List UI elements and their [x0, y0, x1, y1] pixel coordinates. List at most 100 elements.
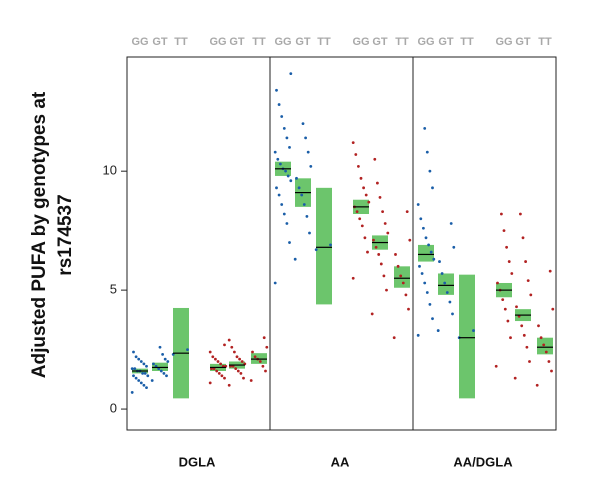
data-point — [273, 150, 277, 154]
data-point — [134, 355, 138, 359]
data-point — [289, 72, 293, 76]
data-point — [242, 376, 245, 380]
data-point — [162, 371, 166, 375]
data-point — [285, 136, 289, 140]
panel-label: AA — [331, 454, 350, 469]
data-point — [133, 367, 137, 371]
interval-box — [394, 266, 410, 288]
data-point — [139, 360, 143, 363]
genotype-label: GT — [229, 36, 245, 48]
data-point — [537, 324, 540, 328]
data-point — [295, 176, 298, 180]
data-point — [548, 269, 552, 273]
data-point — [432, 257, 436, 261]
data-point — [227, 338, 231, 342]
data-point — [382, 274, 386, 278]
data-point — [301, 122, 305, 126]
data-point — [152, 362, 155, 366]
genotype-label: TT — [317, 36, 331, 48]
data-point — [289, 179, 293, 183]
data-point — [285, 222, 289, 225]
data-point — [235, 355, 239, 359]
data-point — [279, 162, 282, 166]
data-point — [240, 360, 244, 363]
data-point — [216, 360, 220, 363]
data-point — [425, 150, 429, 154]
data-point — [440, 272, 444, 275]
data-point — [308, 231, 311, 235]
data-point — [273, 281, 277, 285]
data-point — [230, 345, 234, 349]
data-point — [500, 212, 503, 216]
data-point — [494, 364, 498, 368]
data-point — [505, 245, 508, 249]
data-point — [378, 195, 382, 199]
data-point — [522, 333, 526, 337]
data-point — [275, 88, 278, 92]
data-point — [358, 217, 362, 221]
data-point — [551, 307, 555, 311]
data-point — [282, 126, 286, 130]
plot-frame — [126, 56, 557, 431]
genotype-label: GT — [372, 36, 388, 48]
data-point — [234, 367, 238, 371]
data-point — [286, 174, 290, 178]
data-point — [416, 203, 420, 206]
data-point — [448, 300, 452, 304]
data-point — [251, 350, 254, 354]
data-point — [217, 371, 221, 375]
data-point — [529, 293, 533, 297]
genotype-label: GT — [438, 36, 454, 48]
data-point — [355, 210, 359, 214]
data-point — [145, 364, 148, 368]
genotype-label: GT — [152, 36, 168, 48]
data-point — [449, 222, 453, 225]
genotype-label: GT — [515, 36, 531, 48]
data-point — [394, 253, 397, 256]
data-point — [150, 379, 154, 382]
data-point — [297, 186, 301, 190]
interval-box — [438, 273, 454, 295]
data-point — [428, 302, 432, 306]
data-point — [293, 257, 297, 261]
data-point — [277, 103, 281, 106]
data-point — [407, 307, 410, 311]
data-point — [208, 381, 212, 385]
data-point — [526, 279, 530, 283]
data-point — [367, 200, 371, 204]
interval-box — [537, 337, 553, 355]
data-point — [386, 231, 390, 235]
data-point — [264, 369, 267, 373]
data-point — [282, 212, 286, 216]
data-point — [130, 391, 134, 394]
data-point — [305, 214, 309, 218]
data-point — [420, 272, 424, 275]
data-point — [309, 165, 313, 168]
data-point — [288, 241, 291, 244]
data-point — [503, 307, 507, 311]
data-point — [284, 169, 287, 173]
data-point — [496, 281, 499, 285]
genotype-label: GG — [131, 36, 148, 48]
data-point — [132, 374, 135, 378]
data-point — [132, 350, 135, 354]
genotype-label: TT — [395, 36, 409, 48]
data-point — [280, 115, 284, 118]
data-point — [401, 281, 405, 285]
data-point — [261, 364, 265, 368]
data-point — [220, 374, 224, 378]
interval-box — [459, 274, 475, 399]
data-point — [521, 236, 525, 240]
panel-label: DGLA — [179, 454, 216, 469]
data-point — [419, 217, 423, 221]
data-point — [249, 379, 253, 382]
data-point — [236, 369, 240, 373]
data-point — [451, 312, 454, 316]
y-axis-title: rs174537 — [55, 194, 76, 275]
data-point — [379, 262, 383, 266]
data-point — [166, 360, 170, 363]
data-point — [539, 336, 543, 340]
data-point — [528, 360, 531, 363]
data-point — [146, 374, 150, 378]
